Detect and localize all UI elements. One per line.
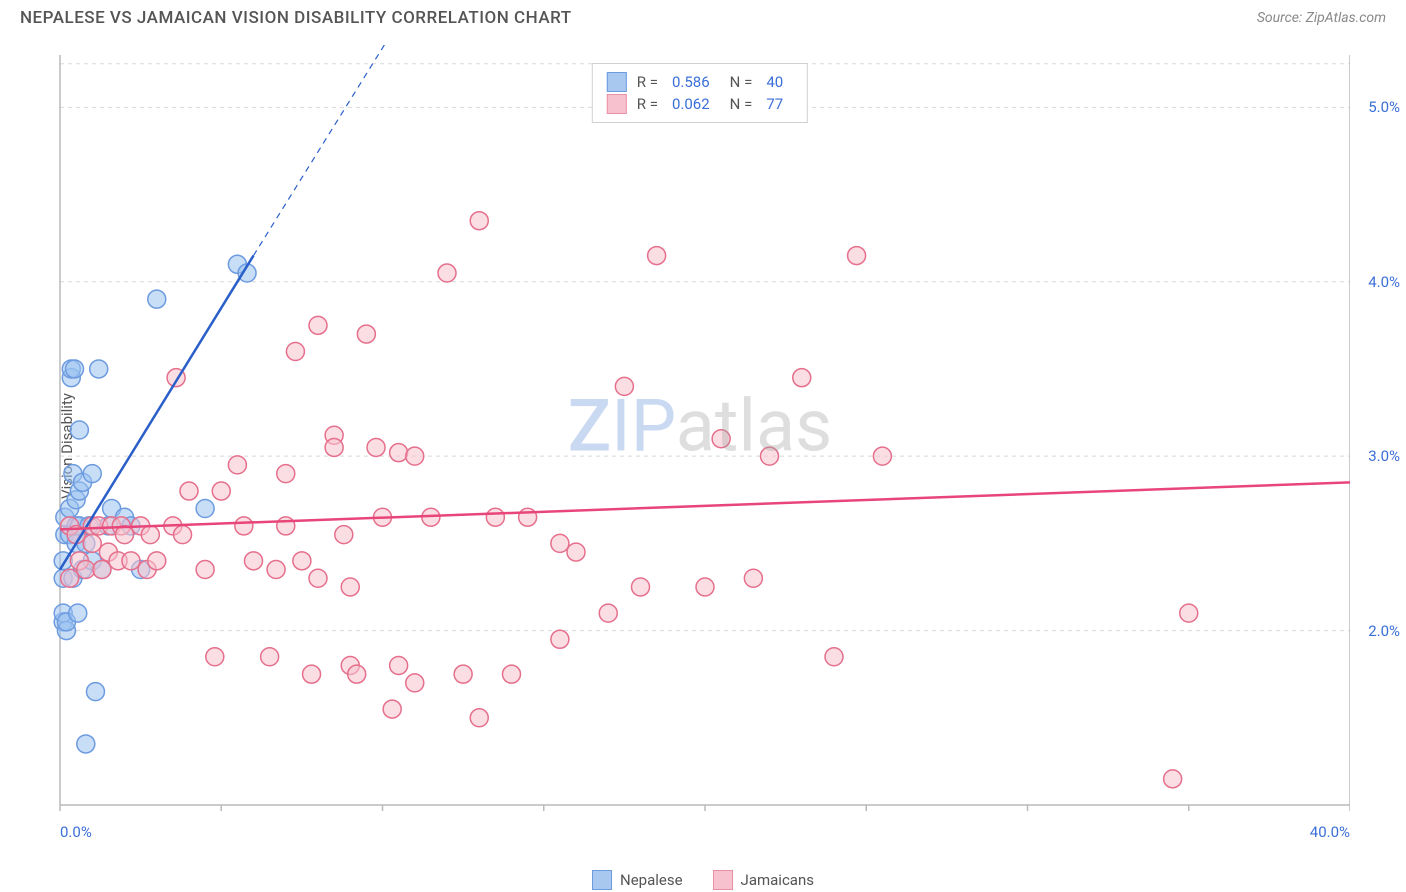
legend-n-value: 77 (766, 95, 783, 113)
legend-series: Nepalese Jamaicans (592, 870, 814, 890)
x-tick-label: 0.0% (60, 823, 92, 841)
legend-label: Nepalese (620, 871, 683, 889)
x-tick-label: 40.0% (1310, 823, 1350, 841)
chart-area: ZIPatlas R = 0.586 N = 40 R = 0.062 N = … (50, 45, 1350, 815)
legend-n-label: N = (730, 95, 753, 113)
legend-r-label: R = (637, 95, 658, 113)
legend-swatch-nepalese (592, 870, 612, 890)
legend-stats-row-jamaicans: R = 0.062 N = 77 (607, 94, 793, 114)
legend-swatch-jamaicans (713, 870, 733, 890)
legend-r-value: 0.062 (672, 95, 710, 113)
source-label: Source: ZipAtlas.com (1257, 10, 1386, 26)
legend-stats-row-nepalese: R = 0.586 N = 40 (607, 72, 793, 92)
legend-r-label: R = (637, 73, 658, 91)
legend-item-jamaicans: Jamaicans (713, 870, 814, 890)
y-tick-label: 5.0% (1368, 98, 1400, 116)
legend-swatch-jamaicans (607, 94, 627, 114)
legend-n-label: N = (730, 73, 753, 91)
legend-label: Jamaicans (741, 871, 814, 889)
legend-swatch-nepalese (607, 72, 627, 92)
y-tick-label: 3.0% (1368, 447, 1400, 465)
legend-item-nepalese: Nepalese (592, 870, 683, 890)
y-tick-label: 4.0% (1368, 273, 1400, 291)
legend-stats-box: R = 0.586 N = 40 R = 0.062 N = 77 (592, 63, 808, 123)
chart-title: NEPALESE VS JAMAICAN VISION DISABILITY C… (20, 8, 572, 28)
legend-r-value: 0.586 (672, 73, 710, 91)
scatter-chart-svg (50, 45, 1350, 815)
y-tick-label: 2.0% (1368, 622, 1400, 640)
legend-n-value: 40 (766, 73, 783, 91)
